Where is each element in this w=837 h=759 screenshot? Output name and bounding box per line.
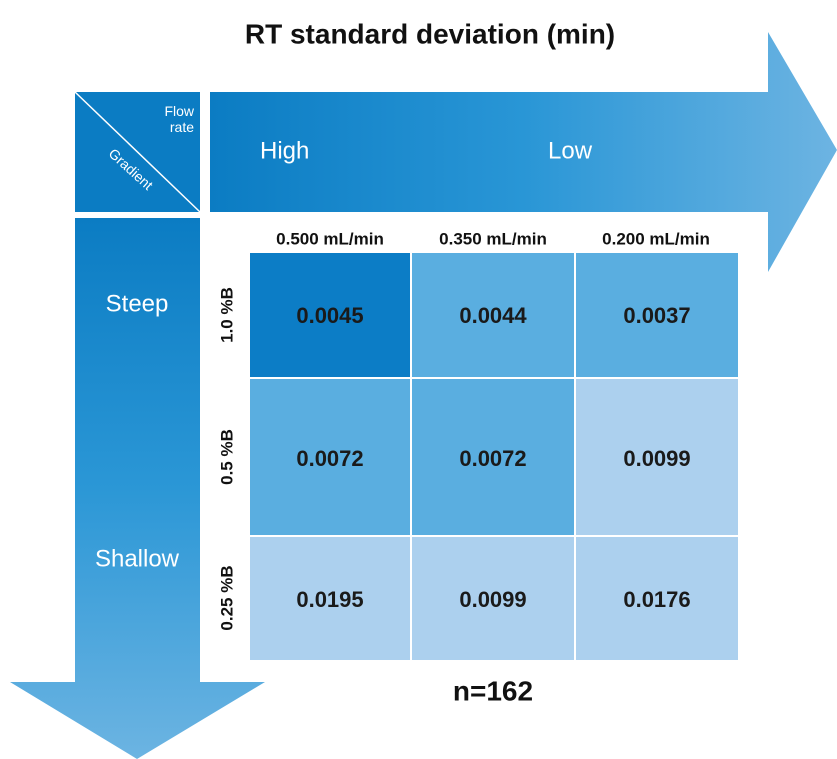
column-header: 0.500 mL/min <box>276 229 384 248</box>
row-arrow-end: Shallow <box>95 545 180 572</box>
cell-value: 0.0072 <box>296 446 363 471</box>
row-arrow <box>10 218 265 759</box>
cell <box>412 379 574 535</box>
cell-value: 0.0099 <box>623 446 690 471</box>
cell-value: 0.0037 <box>623 303 690 328</box>
cell-value: 0.0072 <box>459 446 526 471</box>
corner-diagonal <box>74 91 201 213</box>
row-arrow-start: Steep <box>106 290 169 317</box>
cell-value: 0.0176 <box>623 587 690 612</box>
cell <box>250 379 410 535</box>
row-header: 0.25 %B <box>217 565 236 630</box>
cell-value: 0.0045 <box>296 303 363 328</box>
column-axis-label: Flow rate <box>164 103 194 135</box>
column-header: 0.350 mL/min <box>439 229 547 248</box>
row-header: 0.5 %B <box>217 429 236 485</box>
cell-value: 0.0099 <box>459 587 526 612</box>
cell <box>576 253 738 377</box>
cell-value: 0.0195 <box>296 587 363 612</box>
footnote: n=162 <box>453 675 533 706</box>
cell <box>576 379 738 535</box>
column-arrow <box>210 32 837 272</box>
column-arrow-end: Low <box>548 137 593 164</box>
cell <box>412 253 574 377</box>
cell-value: 0.0044 <box>459 303 527 328</box>
column-header: 0.200 mL/min <box>602 229 710 248</box>
title: RT standard deviation (min) <box>245 18 615 49</box>
cell <box>576 537 738 660</box>
cell <box>250 537 410 660</box>
column-arrow-start: High <box>260 137 309 164</box>
cell <box>412 537 574 660</box>
row-header: 1.0 %B <box>217 287 236 343</box>
cell <box>250 253 410 377</box>
